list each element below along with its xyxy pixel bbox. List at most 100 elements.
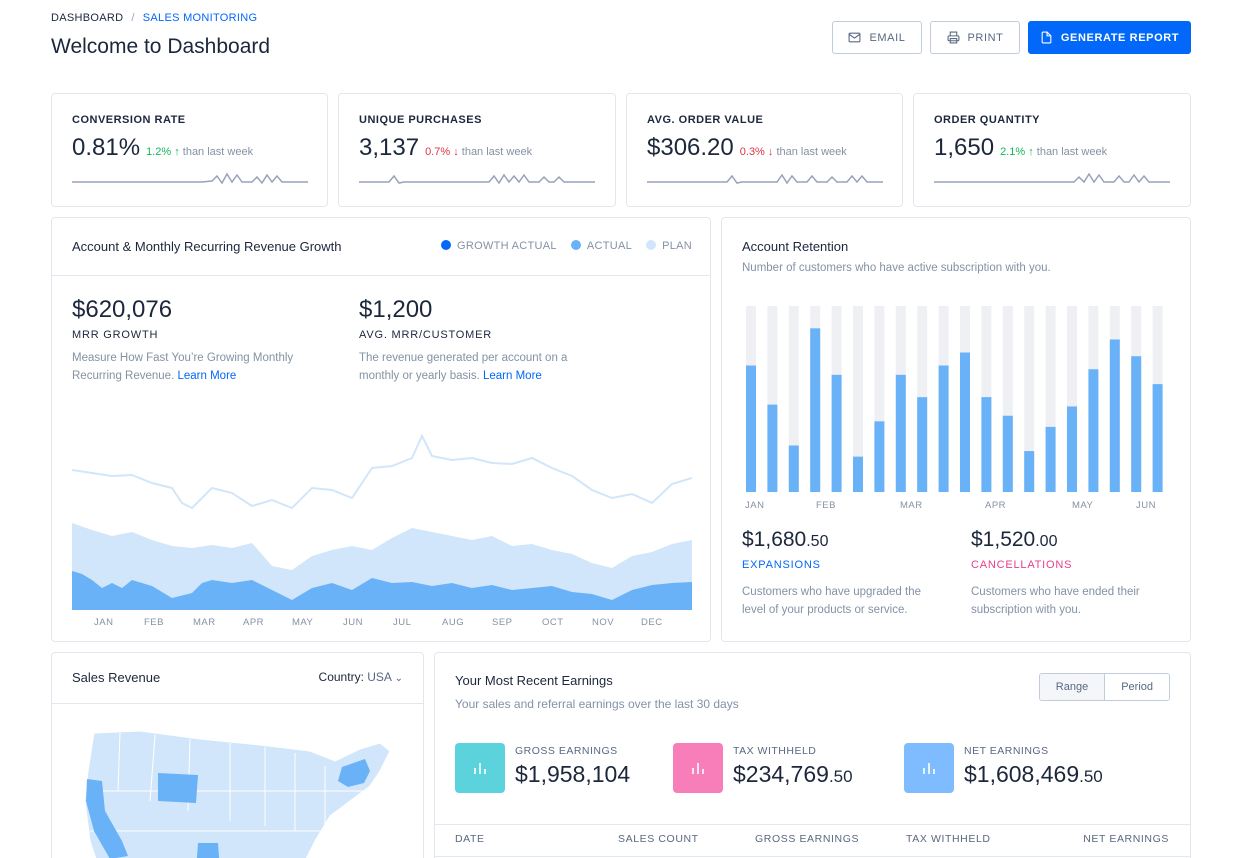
range-tab[interactable]: Range bbox=[1039, 674, 1106, 700]
retention-bar[interactable] bbox=[746, 365, 756, 492]
card-divider bbox=[52, 275, 710, 276]
x-axis-label: JAN bbox=[94, 617, 114, 628]
retention-subtitle: Number of customers who have active subs… bbox=[742, 262, 1051, 274]
retention-bar[interactable] bbox=[1109, 339, 1120, 492]
retention-bar-track bbox=[767, 306, 778, 492]
card-divider bbox=[52, 703, 423, 704]
retention-bar[interactable] bbox=[810, 328, 821, 492]
stat-value: $234,769.50 bbox=[733, 761, 853, 788]
period-tab[interactable]: Period bbox=[1105, 674, 1169, 700]
stat-amount: $1,958,104 bbox=[515, 761, 631, 787]
stat-label: GROSS EARNINGS bbox=[515, 745, 618, 757]
stat-label: MRR GROWTH bbox=[72, 329, 159, 341]
retention-bar[interactable] bbox=[960, 352, 970, 493]
breadcrumb-separator: / bbox=[131, 12, 135, 24]
retention-bar-track bbox=[1045, 306, 1056, 492]
x-axis-label: FEB bbox=[816, 500, 836, 511]
retention-bar[interactable] bbox=[853, 456, 863, 492]
retention-bar[interactable] bbox=[1131, 356, 1142, 492]
kpi-change-percent: 0.3% bbox=[739, 146, 765, 158]
mrr-growth-stat: $620,076 MRR GROWTH Measure How Fast You… bbox=[72, 296, 317, 385]
retention-bar-track bbox=[1067, 306, 1077, 492]
retention-bar[interactable] bbox=[767, 404, 778, 492]
retention-bar[interactable] bbox=[874, 421, 885, 492]
kpi-label: CONVERSION RATE bbox=[72, 114, 186, 126]
stat-cents: .50 bbox=[1079, 767, 1103, 786]
x-axis-label: MAR bbox=[193, 617, 216, 628]
retention-bar[interactable] bbox=[917, 397, 928, 492]
stat-amount: $1,608,469 bbox=[964, 761, 1080, 787]
breadcrumb: DASHBOARD / SALES MONITORING bbox=[51, 12, 257, 24]
column-header-date[interactable]: DATE bbox=[455, 833, 485, 845]
x-axis-label: DEC bbox=[641, 617, 663, 628]
earnings-subtitle: Your sales and referral earnings over th… bbox=[455, 697, 739, 711]
legend-growth-actual: GROWTH ACTUAL bbox=[441, 240, 557, 252]
legend-dot bbox=[646, 240, 657, 250]
account-retention-card: Account Retention Number of customers wh… bbox=[721, 217, 1191, 642]
legend-label: ACTUAL bbox=[586, 240, 633, 252]
retention-bar[interactable] bbox=[1152, 384, 1163, 492]
chevron-down-icon: ⌄ bbox=[394, 673, 403, 684]
stat-text: TAX WITHHELD $234,769.50 bbox=[733, 743, 853, 793]
kpi-sparkline bbox=[934, 172, 1170, 184]
kpi-change-suffix: than last week bbox=[776, 146, 847, 158]
kpi-value-row: 1,650 2.1% ↑ than last week bbox=[934, 134, 1107, 162]
learn-more-link[interactable]: Learn More bbox=[177, 370, 237, 382]
stat-label: NET EARNINGS bbox=[964, 745, 1049, 757]
kpi-value-row: $306.20 0.3% ↓ than last week bbox=[647, 134, 847, 162]
country-select[interactable]: Country: USA ⌄ bbox=[319, 670, 403, 684]
column-header-gross-earnings[interactable]: GROSS EARNINGS bbox=[755, 833, 860, 845]
usa-map bbox=[84, 731, 391, 858]
kpi-label: UNIQUE PURCHASES bbox=[359, 114, 482, 126]
kpi-sparkline bbox=[359, 173, 595, 185]
x-axis-label: MAY bbox=[292, 617, 314, 628]
retention-bar[interactable] bbox=[938, 365, 949, 492]
column-header-sales-count[interactable]: SALES COUNT bbox=[618, 833, 699, 845]
breadcrumb-current[interactable]: SALES MONITORING bbox=[142, 12, 258, 24]
expansions-label: EXPANSIONS bbox=[742, 559, 821, 571]
table-divider bbox=[435, 824, 1190, 825]
retention-bar[interactable] bbox=[1002, 415, 1013, 492]
column-header-tax-withheld[interactable]: TAX WITHHELD bbox=[906, 833, 991, 845]
x-axis-label: NOV bbox=[592, 617, 615, 628]
retention-bar[interactable] bbox=[1045, 426, 1056, 492]
retention-bar[interactable] bbox=[895, 374, 906, 492]
stat-value: $1,608,469.50 bbox=[964, 761, 1103, 788]
bar-chart-icon bbox=[904, 743, 954, 793]
cancellations-value: $1,520.00 bbox=[971, 528, 1171, 552]
print-button[interactable]: PRINT bbox=[930, 21, 1020, 54]
retention-bar[interactable] bbox=[1088, 369, 1099, 492]
kpi-card-order-quantity: ORDER QUANTITY 1,650 2.1% ↑ than last wee… bbox=[913, 93, 1191, 207]
cancellations-amount: $1,520 bbox=[971, 528, 1036, 551]
retention-bar[interactable] bbox=[981, 397, 992, 492]
stat-description: The revenue generated per account on a m… bbox=[359, 349, 594, 385]
stat-text: NET EARNINGS $1,608,469.50 bbox=[964, 743, 1103, 793]
generate-report-label: GENERATE REPORT bbox=[1060, 31, 1180, 44]
kpi-change-suffix: than last week bbox=[461, 146, 533, 158]
kpi-change: 0.7% ↓ than last week bbox=[425, 146, 532, 158]
retention-bar[interactable] bbox=[831, 374, 842, 492]
legend-dot bbox=[441, 240, 451, 250]
kpi-change-suffix: than last week bbox=[182, 146, 254, 158]
kpi-value-row: 3,137 0.7% ↓ than last week bbox=[359, 134, 532, 162]
stat-desc-text: Measure How Fast You’re Growing Monthly … bbox=[72, 352, 294, 382]
kpi-value: 1,650 bbox=[934, 134, 995, 161]
retention-bar[interactable] bbox=[1067, 406, 1077, 492]
email-button[interactable]: EMAIL bbox=[832, 21, 922, 54]
retention-bar[interactable] bbox=[788, 445, 799, 493]
retention-bar[interactable] bbox=[1024, 451, 1035, 492]
learn-more-link[interactable]: Learn More bbox=[483, 370, 542, 382]
generate-report-button[interactable]: GENERATE REPORT bbox=[1028, 21, 1191, 54]
mrr-area-chart bbox=[72, 433, 692, 610]
stat-label: AVG. MRR/CUSTOMER bbox=[359, 329, 492, 341]
sales-revenue-card: Sales Revenue Country: USA ⌄ bbox=[51, 652, 424, 858]
kpi-change-percent: 2.1% bbox=[1000, 146, 1026, 158]
breadcrumb-root[interactable]: DASHBOARD bbox=[51, 12, 124, 24]
stat-cents: .50 bbox=[828, 767, 853, 786]
kpi-card-avg-order-value: AVG. ORDER VALUE $306.20 0.3% ↓ than last… bbox=[626, 93, 903, 207]
kpi-value: $306.20 bbox=[647, 134, 734, 161]
x-axis-label: JUL bbox=[393, 617, 412, 628]
x-axis-label: APR bbox=[985, 500, 1007, 511]
kpi-label: AVG. ORDER VALUE bbox=[647, 114, 764, 126]
column-header-net-earnings[interactable]: NET EARNINGS bbox=[1083, 833, 1169, 845]
